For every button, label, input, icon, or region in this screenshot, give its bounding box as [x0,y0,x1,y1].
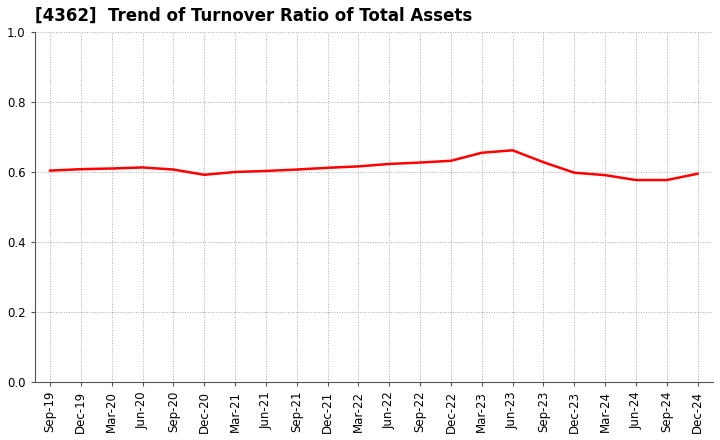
Text: [4362]  Trend of Turnover Ratio of Total Assets: [4362] Trend of Turnover Ratio of Total … [35,7,472,25]
